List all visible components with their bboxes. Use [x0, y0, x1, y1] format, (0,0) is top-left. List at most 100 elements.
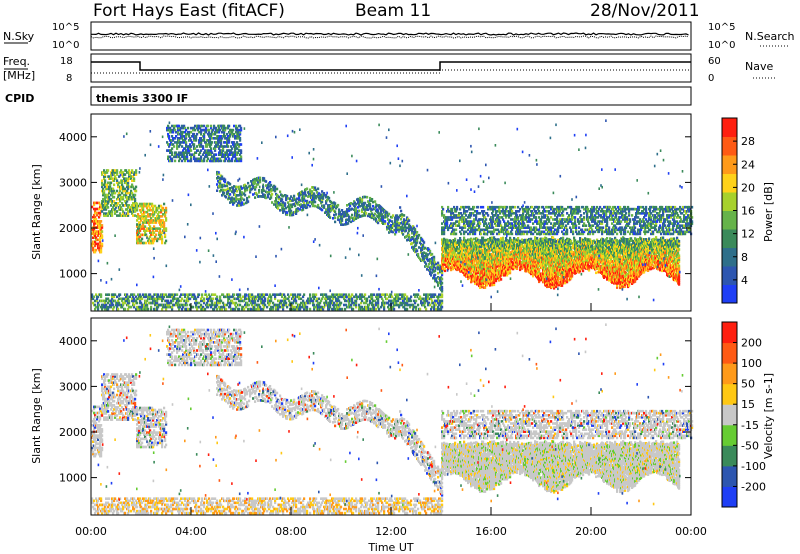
- power-cell: [198, 293, 201, 296]
- power-cell: [139, 297, 142, 301]
- power-cell: [299, 303, 302, 307]
- power-cell: [521, 238, 524, 242]
- power-cell: [127, 206, 130, 209]
- power-cell: [152, 241, 155, 245]
- power-cell: [430, 274, 433, 277]
- power-cell: [401, 303, 404, 307]
- power-cell: [220, 143, 223, 146]
- power-cell: [310, 200, 313, 204]
- power-cell: [387, 305, 390, 309]
- power-cell: [189, 307, 192, 311]
- power-cell: [275, 201, 278, 204]
- power-cell: [441, 299, 444, 303]
- power-cell: [214, 149, 217, 152]
- power-cell: [345, 220, 348, 224]
- power-cell: [316, 195, 319, 198]
- power-cell: [105, 195, 108, 199]
- power-cell: [336, 293, 339, 296]
- power-cell: [178, 159, 181, 163]
- power-cell: [338, 305, 341, 309]
- power-cell: [387, 222, 390, 225]
- power-cell: [216, 130, 219, 134]
- power-cell: [227, 155, 230, 159]
- power-cell: [166, 303, 169, 307]
- power-cell: [191, 141, 194, 144]
- power-cell: [195, 135, 198, 138]
- power-cell: [361, 305, 364, 309]
- power-cell: [240, 185, 243, 188]
- power-cell: [263, 177, 266, 180]
- power-cell: [116, 210, 119, 213]
- power-cell: [110, 305, 113, 309]
- power-cell: [147, 208, 150, 212]
- power-cell: [439, 299, 442, 303]
- power-cell: [277, 207, 280, 210]
- power-cell: [350, 202, 353, 205]
- power-cell: [220, 188, 223, 192]
- power-cell: [366, 297, 369, 301]
- power-cell: [224, 128, 227, 132]
- power-cell: [133, 177, 136, 180]
- power-cell: [97, 295, 100, 299]
- power-cell: [125, 177, 128, 180]
- power-cell: [399, 293, 402, 296]
- power-cell: [366, 195, 369, 199]
- power-cell: [251, 299, 254, 303]
- power-cell: [268, 303, 271, 307]
- power-cell: [136, 208, 139, 212]
- power-cell: [355, 211, 358, 214]
- power-cell: [176, 153, 179, 156]
- power-cell: [168, 295, 171, 299]
- power-cell: [299, 305, 302, 309]
- power-cell: [249, 186, 252, 190]
- power-cell: [393, 222, 396, 226]
- power-cell: [272, 301, 275, 305]
- power-cell: [404, 297, 407, 301]
- power-cell: [143, 227, 146, 230]
- power-cell: [243, 307, 246, 311]
- power-cell: [179, 128, 182, 132]
- power-cell: [261, 295, 264, 299]
- power-cell: [112, 303, 115, 307]
- power-cell: [254, 299, 257, 303]
- power-cell: [210, 149, 213, 152]
- power-cell: [131, 297, 134, 301]
- power-cell: [127, 187, 130, 191]
- power-cell: [377, 295, 380, 299]
- power-cell: [118, 175, 121, 178]
- power-cell: [202, 147, 205, 150]
- power-cell: [163, 295, 166, 299]
- power-cell: [438, 303, 441, 307]
- power-cell: [284, 202, 287, 205]
- power-cell: [397, 295, 400, 299]
- power-cell: [121, 181, 124, 185]
- power-cell: [381, 213, 384, 216]
- power-cell: [303, 201, 306, 204]
- power-cell: [353, 218, 356, 222]
- power-cell: [101, 181, 104, 185]
- power-cell: [388, 307, 391, 311]
- power-cell: [355, 217, 358, 220]
- power-cell: [139, 208, 142, 212]
- power-cell: [236, 153, 239, 156]
- power-cell: [162, 206, 165, 210]
- power-cell: [122, 197, 125, 201]
- power-cell: [313, 307, 316, 311]
- power-cell: [178, 145, 181, 148]
- power-cell: [142, 206, 145, 210]
- power-cell: [227, 187, 230, 190]
- power-cell: [267, 297, 270, 301]
- power-cell: [208, 149, 211, 152]
- power-cell: [202, 153, 205, 156]
- power-cell: [295, 212, 298, 215]
- power-cell: [122, 210, 125, 213]
- power-cell: [216, 297, 219, 301]
- power-cell: [294, 204, 297, 208]
- power-cell: [124, 200, 127, 203]
- power-cell: [250, 180, 253, 183]
- power-cell: [302, 301, 305, 305]
- power-cell: [160, 233, 163, 237]
- power-cell: [210, 126, 213, 130]
- power-cell: [181, 307, 184, 311]
- power-cell: [417, 255, 420, 258]
